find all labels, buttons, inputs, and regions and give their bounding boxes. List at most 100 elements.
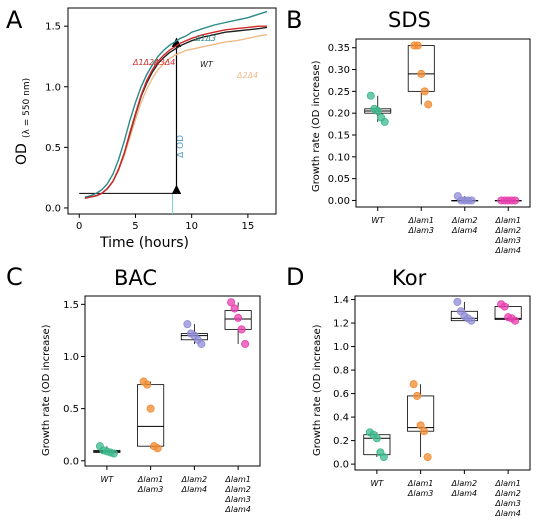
- panel-a-line-chart: OD (λ = 550 nm) Time (hours) Δ OD 0 5 10 15…: [14, 7, 277, 251]
- panel-a-series-line: [84, 25, 267, 199]
- panel-c-y-tick-label: 1.5: [63, 300, 79, 311]
- panel-b-y-tick-label: 0.20: [328, 109, 350, 120]
- panel-b-y-tick-label: 0.35: [328, 43, 350, 54]
- panel-d-box: [407, 395, 435, 432]
- panel-b-data-point: [420, 87, 429, 96]
- panel-d-y-tick-label: 0.6: [333, 389, 349, 400]
- panel-d-data-point: [416, 421, 425, 430]
- panel-c-y-axis-label: Growth rate (OD increase): [41, 324, 52, 456]
- panel-d-data-point: [413, 391, 422, 400]
- panel-b-data-point: [366, 91, 375, 100]
- panel-d-frame: [354, 295, 531, 471]
- panel-c-x-category-label: WT: [100, 475, 114, 484]
- panel-c-y-tick-label: 0.0: [63, 456, 79, 467]
- panel-letter-b: B: [286, 6, 302, 34]
- panel-d-y-axis-label: Growth rate (OD increase): [312, 324, 323, 456]
- panel-d-data-point: [511, 316, 520, 325]
- panel-a-series-label: Δ1Δ2Δ3Δ4: [132, 58, 175, 67]
- panel-a-y-tick-label: 0.5: [45, 143, 61, 154]
- panel-c-data-point: [227, 298, 236, 307]
- panel-d-data-point: [379, 453, 388, 462]
- panel-d-x-category-label: Δlam1: [407, 479, 433, 488]
- panel-b-data-point: [373, 107, 382, 116]
- panel-c-data-point: [146, 404, 155, 413]
- panel-d-x-category-label: WT: [370, 479, 384, 488]
- panel-d-x-category-label: Δlam4: [451, 489, 477, 498]
- panel-d-y-tick-label: 0.0: [333, 460, 349, 471]
- panel-a-y-tick-label: 1.5: [45, 22, 61, 33]
- panel-d-y-tick-label: 1.4: [333, 295, 349, 306]
- panel-b-y-tick-label: 0.15: [328, 131, 350, 142]
- panel-a-series-label: Δ2Δ4: [236, 71, 258, 80]
- panel-b-x-category-label: Δlam3: [408, 226, 434, 235]
- panel-d-data-point: [453, 297, 462, 306]
- panel-b-title: SDS: [388, 8, 431, 32]
- panel-b-data-point: [380, 117, 389, 126]
- panel-d-x-category-label: Δlam2: [494, 489, 520, 498]
- panel-a-x-tick-label: 0: [76, 221, 82, 232]
- panel-b-x-category-label: WT: [371, 216, 385, 225]
- panel-b-y-tick-label: 0.00: [328, 196, 350, 207]
- panel-b-data-point: [511, 196, 520, 205]
- panel-d-data-point: [372, 434, 381, 443]
- panel-d-data-point: [409, 380, 418, 389]
- panel-b-box-plot: SDS Growth rate (OD increase) 0.00 0.05 0.…: [311, 8, 531, 255]
- panel-d-x-category-label: Δlam2: [451, 479, 477, 488]
- panel-c-data-point: [197, 339, 206, 348]
- panel-a-x-axis-label: Time (hours): [99, 235, 189, 251]
- panel-a-series-label: WT: [200, 60, 214, 69]
- panel-letter-c: C: [6, 263, 23, 291]
- panel-c-x-category-label: Δlam4: [181, 485, 207, 494]
- panel-d-data-point: [420, 427, 429, 436]
- panel-d-x-category-label: Δlam1: [494, 479, 520, 488]
- panel-c-title: BAC: [114, 266, 157, 290]
- panel-c-data-point: [153, 444, 162, 453]
- panel-a-series-label: Δ1Δ3: [194, 34, 216, 43]
- panel-d-x-category-label: Δlam3: [494, 499, 520, 508]
- panel-b-data-point: [413, 41, 422, 50]
- panel-c-data-point: [234, 313, 243, 322]
- panel-c-x-category-label: Δlam2: [181, 475, 207, 484]
- panel-a-y-axis-label: OD: [14, 143, 30, 165]
- panel-d-box-plot: Kor Growth rate (OD increase) 0.0 0.2 0.4 0…: [312, 266, 531, 518]
- panel-a-od-annotation: Δ OD: [176, 135, 186, 158]
- panel-c-data-point: [109, 449, 118, 458]
- panel-d-y-tick-label: 0.2: [333, 436, 349, 447]
- panel-d-data-point: [500, 302, 509, 311]
- panel-c-x-category-label: Δlam2: [224, 485, 250, 494]
- panel-b-x-category-label: Δlam4: [451, 226, 477, 235]
- panel-c-frame: [84, 295, 261, 467]
- panel-c-box-plot: BAC Growth rate (OD increase) 0.0 0.5 1.0 1…: [41, 266, 261, 514]
- panel-c-data-point: [241, 339, 250, 348]
- panel-b-x-category-label: Δlam1: [408, 216, 434, 225]
- panel-c-x-category-label: Δlam3: [137, 485, 163, 494]
- panel-b-x-category-label: Δlam1: [495, 216, 521, 225]
- panel-b-x-category-label: Δlam2: [495, 226, 521, 235]
- panel-a-y-tick-label: 1.0: [45, 82, 61, 93]
- panel-d-x-category-label: Δlam4: [494, 509, 520, 518]
- panel-d-data-point: [423, 453, 432, 462]
- panel-a-y-axis-sublabel: (λ = 550 nm): [22, 78, 32, 138]
- panel-c-y-tick-label: 0.5: [63, 404, 79, 415]
- panel-c-x-category-label: Δlam3: [224, 495, 250, 504]
- panel-c-x-category-label: Δlam1: [137, 475, 163, 484]
- panel-b-data-point: [424, 100, 433, 109]
- panel-d-y-tick-label: 1.0: [333, 342, 349, 353]
- panel-letter-d: D: [286, 263, 304, 291]
- panel-b-x-category-label: Δlam3: [495, 236, 521, 245]
- panel-d-y-tick-label: 1.2: [333, 319, 349, 330]
- panel-d-y-tick-label: 0.8: [333, 366, 349, 377]
- panel-d-y-tick-label: 0.4: [333, 413, 349, 424]
- panel-d-data-point: [467, 316, 476, 325]
- panel-b-y-tick-label: 0.05: [328, 174, 350, 185]
- panel-a-x-tick-label: 5: [132, 221, 138, 232]
- panel-a-frame: [67, 7, 277, 215]
- panel-c-data-point: [230, 304, 239, 313]
- panel-d-title: Kor: [392, 266, 427, 290]
- panel-b-data-point: [467, 196, 476, 205]
- panel-b-frame: [355, 38, 531, 208]
- panel-b-y-tick-label: 0.10: [328, 152, 350, 163]
- panel-b-y-tick-label: 0.25: [328, 87, 350, 98]
- panel-b-x-category-label: Δlam4: [495, 246, 521, 255]
